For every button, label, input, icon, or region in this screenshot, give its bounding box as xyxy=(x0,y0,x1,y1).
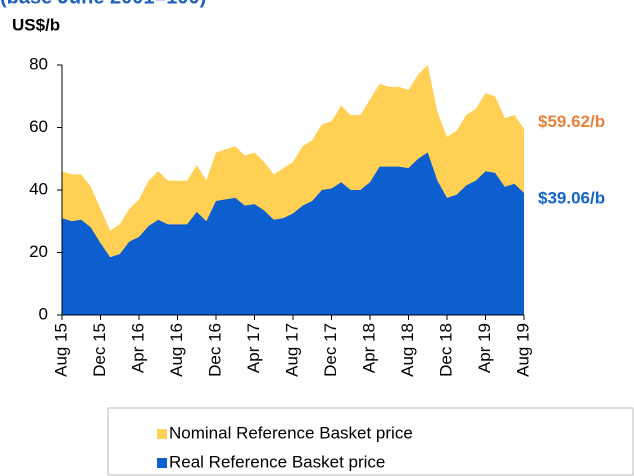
x-tick-label: Apr 16 xyxy=(128,323,147,373)
x-tick-label: Apr 19 xyxy=(475,323,494,373)
x-tick-label: Aug 17 xyxy=(282,323,301,377)
y-tick-label: 0 xyxy=(39,304,48,323)
x-tick-label: Dec 15 xyxy=(90,323,109,377)
x-tick-label: Apr 17 xyxy=(244,323,263,373)
x-tick-label: Aug 15 xyxy=(51,323,70,377)
x-tick-label: Dec 17 xyxy=(321,323,340,377)
y-tick-label: 80 xyxy=(29,54,48,73)
value-label: $39.06/b xyxy=(538,188,605,207)
y-axis-label: US$/b xyxy=(12,15,60,34)
x-tick-label: Apr 18 xyxy=(359,323,378,373)
y-tick-label: 20 xyxy=(29,242,48,261)
x-tick-label: Dec 16 xyxy=(205,323,224,377)
area xyxy=(62,152,524,315)
chart-title: (base June 2001=100) xyxy=(0,0,206,8)
y-tick-label: 40 xyxy=(29,179,48,198)
legend-swatch xyxy=(157,458,167,468)
legend-label: Nominal Reference Basket price xyxy=(169,423,413,442)
legend-swatch xyxy=(157,429,167,439)
y-tick-label: 60 xyxy=(29,117,48,136)
x-tick-label: Aug 18 xyxy=(398,323,417,377)
legend-label: Real Reference Basket price xyxy=(169,452,385,471)
x-tick-label: Aug 19 xyxy=(513,323,532,377)
x-tick-label: Aug 16 xyxy=(167,323,186,377)
x-tick-label: Dec 18 xyxy=(436,323,455,377)
legend-box xyxy=(107,407,634,476)
value-label: $59.62/b xyxy=(538,112,605,131)
